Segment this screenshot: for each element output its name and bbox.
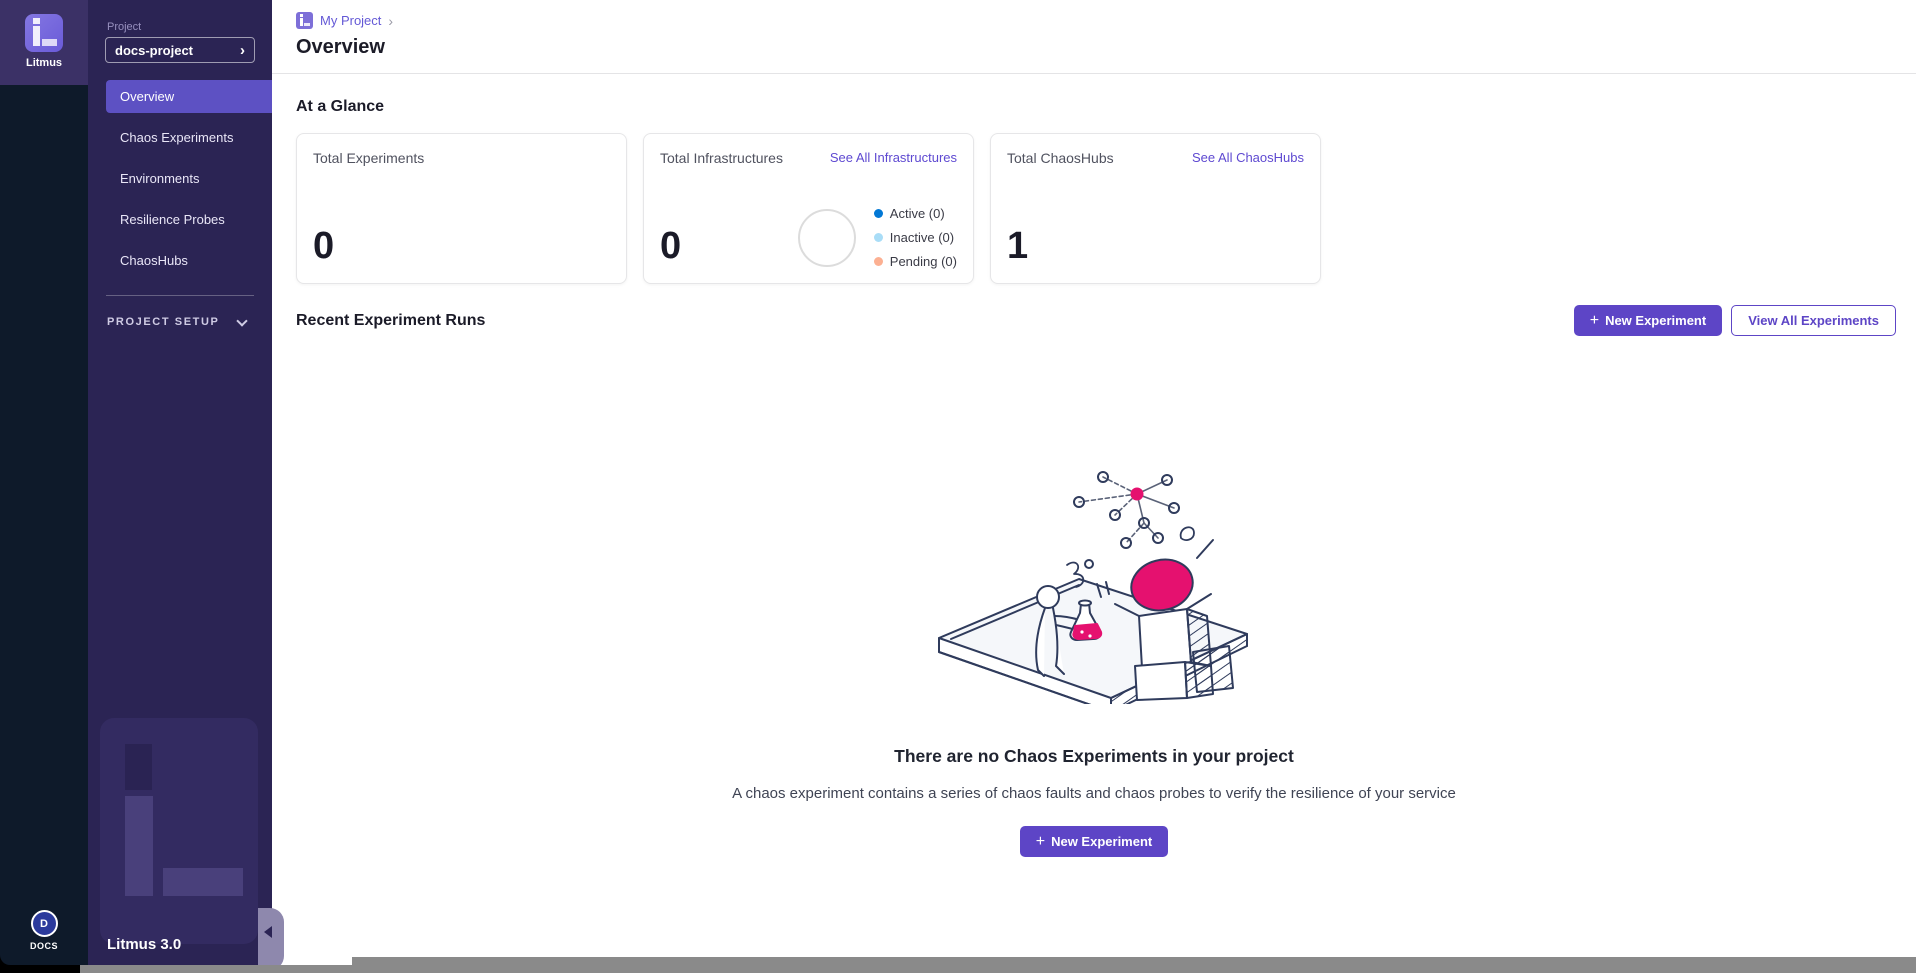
header-divider bbox=[272, 73, 1916, 74]
infrastructures-legend: Active (0) Inactive (0) Pending (0) bbox=[873, 206, 957, 269]
sidebar-item-chaos-experiments[interactable]: Chaos Experiments bbox=[120, 130, 234, 145]
breadcrumb-project-link[interactable]: My Project bbox=[320, 13, 382, 28]
total-experiments-card: Total Experiments 0 bbox=[296, 133, 627, 284]
card-title: Total Infrastructures bbox=[660, 150, 783, 166]
recent-runs-header: Recent Experiment Runs + New Experiment … bbox=[296, 305, 1896, 336]
docs-label: DOCS bbox=[29, 941, 58, 951]
sidebar-item-chaoshubs[interactable]: ChaosHubs bbox=[120, 253, 188, 268]
chevron-down-icon bbox=[236, 314, 248, 327]
total-experiments-count: 0 bbox=[313, 225, 335, 267]
total-infrastructures-card: Total Infrastructures See All Infrastruc… bbox=[643, 133, 974, 284]
breadcrumb-project-icon bbox=[296, 12, 313, 29]
empty-state-subtitle: A chaos experiment contains a series of … bbox=[732, 785, 1456, 802]
legend-item-active: Active (0) bbox=[873, 206, 957, 221]
page-title: Overview bbox=[296, 36, 385, 58]
new-experiment-button[interactable]: + New Experiment bbox=[1573, 305, 1723, 336]
sidebar-item-environments[interactable]: Environments bbox=[120, 171, 200, 186]
breadcrumb: My Project › bbox=[272, 0, 1916, 29]
glance-cards: Total Experiments 0 Total Infrastructure… bbox=[296, 133, 1916, 284]
empty-state: There are no Chaos Experiments in your p… bbox=[272, 466, 1916, 857]
collapse-arrow-icon bbox=[264, 926, 272, 938]
sidebar-nav: Overview Chaos Experiments Environments … bbox=[88, 80, 272, 277]
litmus-watermark bbox=[100, 718, 258, 944]
at-a-glance-heading: At a Glance bbox=[296, 98, 385, 115]
project-selector[interactable]: docs-project › bbox=[105, 37, 255, 63]
project-selector-value: docs-project bbox=[115, 42, 194, 58]
sidebar-divider bbox=[106, 295, 254, 296]
chevron-right-icon: › bbox=[240, 41, 245, 59]
horizontal-scrollbar[interactable] bbox=[352, 957, 1916, 965]
see-all-chaoshubs-link[interactable]: See All ChaosHubs bbox=[1191, 150, 1304, 165]
project-setup-label: PROJECT SETUP bbox=[107, 316, 220, 328]
litmus-logo-icon[interactable] bbox=[25, 14, 63, 52]
view-all-experiments-button[interactable]: View All Experiments bbox=[1731, 305, 1896, 336]
total-infrastructures-count: 0 bbox=[660, 225, 682, 267]
infrastructures-donut-chart bbox=[797, 208, 856, 267]
total-chaoshubs-count: 1 bbox=[1007, 225, 1029, 267]
window-bottom-edge bbox=[0, 965, 80, 973]
chevron-right-icon: › bbox=[388, 12, 394, 29]
brand-label: Litmus bbox=[25, 57, 63, 69]
see-all-infrastructures-link[interactable]: See All Infrastructures bbox=[829, 150, 957, 165]
main-content: My Project › Overview At a Glance Total … bbox=[272, 0, 1916, 965]
total-chaoshubs-card: Total ChaosHubs See All ChaosHubs 1 bbox=[990, 133, 1321, 284]
card-title: Total ChaosHubs bbox=[1007, 150, 1114, 166]
empty-state-new-experiment-button[interactable]: + New Experiment bbox=[1019, 826, 1169, 857]
recent-runs-heading: Recent Experiment Runs bbox=[296, 311, 486, 329]
version-label: Litmus 3.0 bbox=[107, 936, 182, 953]
plus-icon: + bbox=[1035, 832, 1046, 850]
collapse-sidebar-button[interactable] bbox=[258, 908, 284, 970]
legend-item-pending: Pending (0) bbox=[873, 254, 957, 269]
legend-dot-inactive bbox=[873, 233, 883, 242]
card-title: Total Experiments bbox=[313, 150, 425, 166]
legend-item-inactive: Inactive (0) bbox=[873, 230, 957, 245]
project-setup-toggle[interactable]: PROJECT SETUP bbox=[107, 314, 248, 328]
empty-state-title: There are no Chaos Experiments in your p… bbox=[894, 746, 1294, 766]
horizontal-scrollbar[interactable] bbox=[80, 965, 1916, 973]
docs-icon[interactable]: D bbox=[30, 910, 58, 937]
project-label: Project bbox=[107, 21, 142, 33]
sidebar-item-overview[interactable]: Overview bbox=[106, 80, 272, 113]
sidebar-item-resilience-probes[interactable]: Resilience Probes bbox=[120, 212, 225, 227]
empty-state-illustration bbox=[938, 471, 1248, 704]
legend-dot-pending bbox=[873, 257, 883, 266]
rail-brand-block: Litmus bbox=[0, 0, 88, 85]
project-sidebar: Project docs-project › Overview Chaos Ex… bbox=[88, 0, 284, 973]
app-rail: Litmus D DOCS bbox=[0, 0, 88, 965]
legend-dot-active bbox=[873, 209, 883, 218]
plus-icon: + bbox=[1589, 311, 1600, 329]
